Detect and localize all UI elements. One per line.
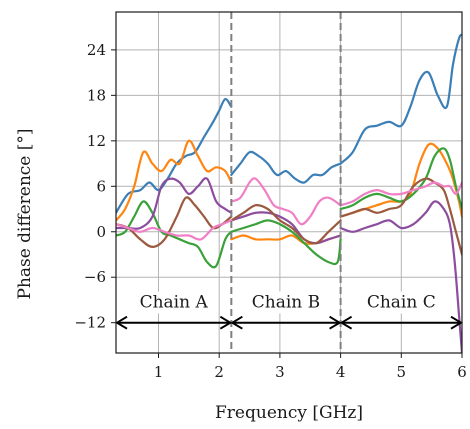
y-tick-label: 12	[87, 132, 106, 150]
region-label-bg	[138, 291, 209, 314]
series-line	[230, 211, 342, 245]
chain-labels: Chain A Chain B Chain C	[138, 291, 437, 314]
region-label: Chain C	[367, 292, 436, 312]
x-tick-label: 2	[214, 363, 224, 381]
y-tick-label: 24	[87, 41, 106, 59]
series-line	[230, 203, 342, 245]
region-label-bg	[250, 291, 322, 314]
x-axis-label: Frequency [GHz]	[215, 403, 363, 423]
series-line	[230, 177, 342, 226]
x-tick-label: 4	[336, 363, 346, 381]
chain-dividers	[230, 12, 342, 353]
plot-frame	[115, 11, 463, 354]
arrow-head	[115, 315, 128, 330]
y-tick-label: −6	[84, 268, 106, 286]
series-line	[339, 181, 462, 207]
series-line	[116, 139, 233, 222]
series-line	[230, 219, 342, 266]
series-line	[339, 200, 462, 353]
series-line	[116, 177, 233, 230]
series-line	[339, 177, 462, 256]
series-line	[339, 147, 462, 211]
arrow-head	[219, 315, 233, 330]
series-line	[116, 196, 233, 248]
y-tick-label: −12	[74, 314, 106, 332]
arrow-head	[450, 315, 463, 330]
x-tick-label: 5	[397, 363, 407, 381]
series-line	[339, 33, 462, 165]
x-tick-label: 3	[275, 363, 285, 381]
y-tick-label: 0	[96, 223, 106, 241]
series-line	[116, 219, 233, 241]
y-axis-label: Phase difference [°]	[15, 128, 35, 299]
region-label: Chain A	[140, 292, 209, 312]
chain-arrows	[115, 315, 463, 330]
region-label: Chain B	[252, 292, 320, 312]
series-line	[116, 200, 233, 269]
y-tick-label: 18	[87, 86, 106, 104]
series-line	[230, 150, 342, 184]
y-tick-label: 6	[96, 177, 106, 195]
x-tick-label: 6	[457, 363, 467, 381]
region-label-bg	[366, 291, 437, 314]
series-lines	[116, 33, 462, 353]
arrow-head	[230, 315, 243, 330]
arrow-head	[339, 315, 353, 330]
arrow-head	[329, 315, 342, 330]
x-tick-label: 1	[154, 363, 164, 381]
